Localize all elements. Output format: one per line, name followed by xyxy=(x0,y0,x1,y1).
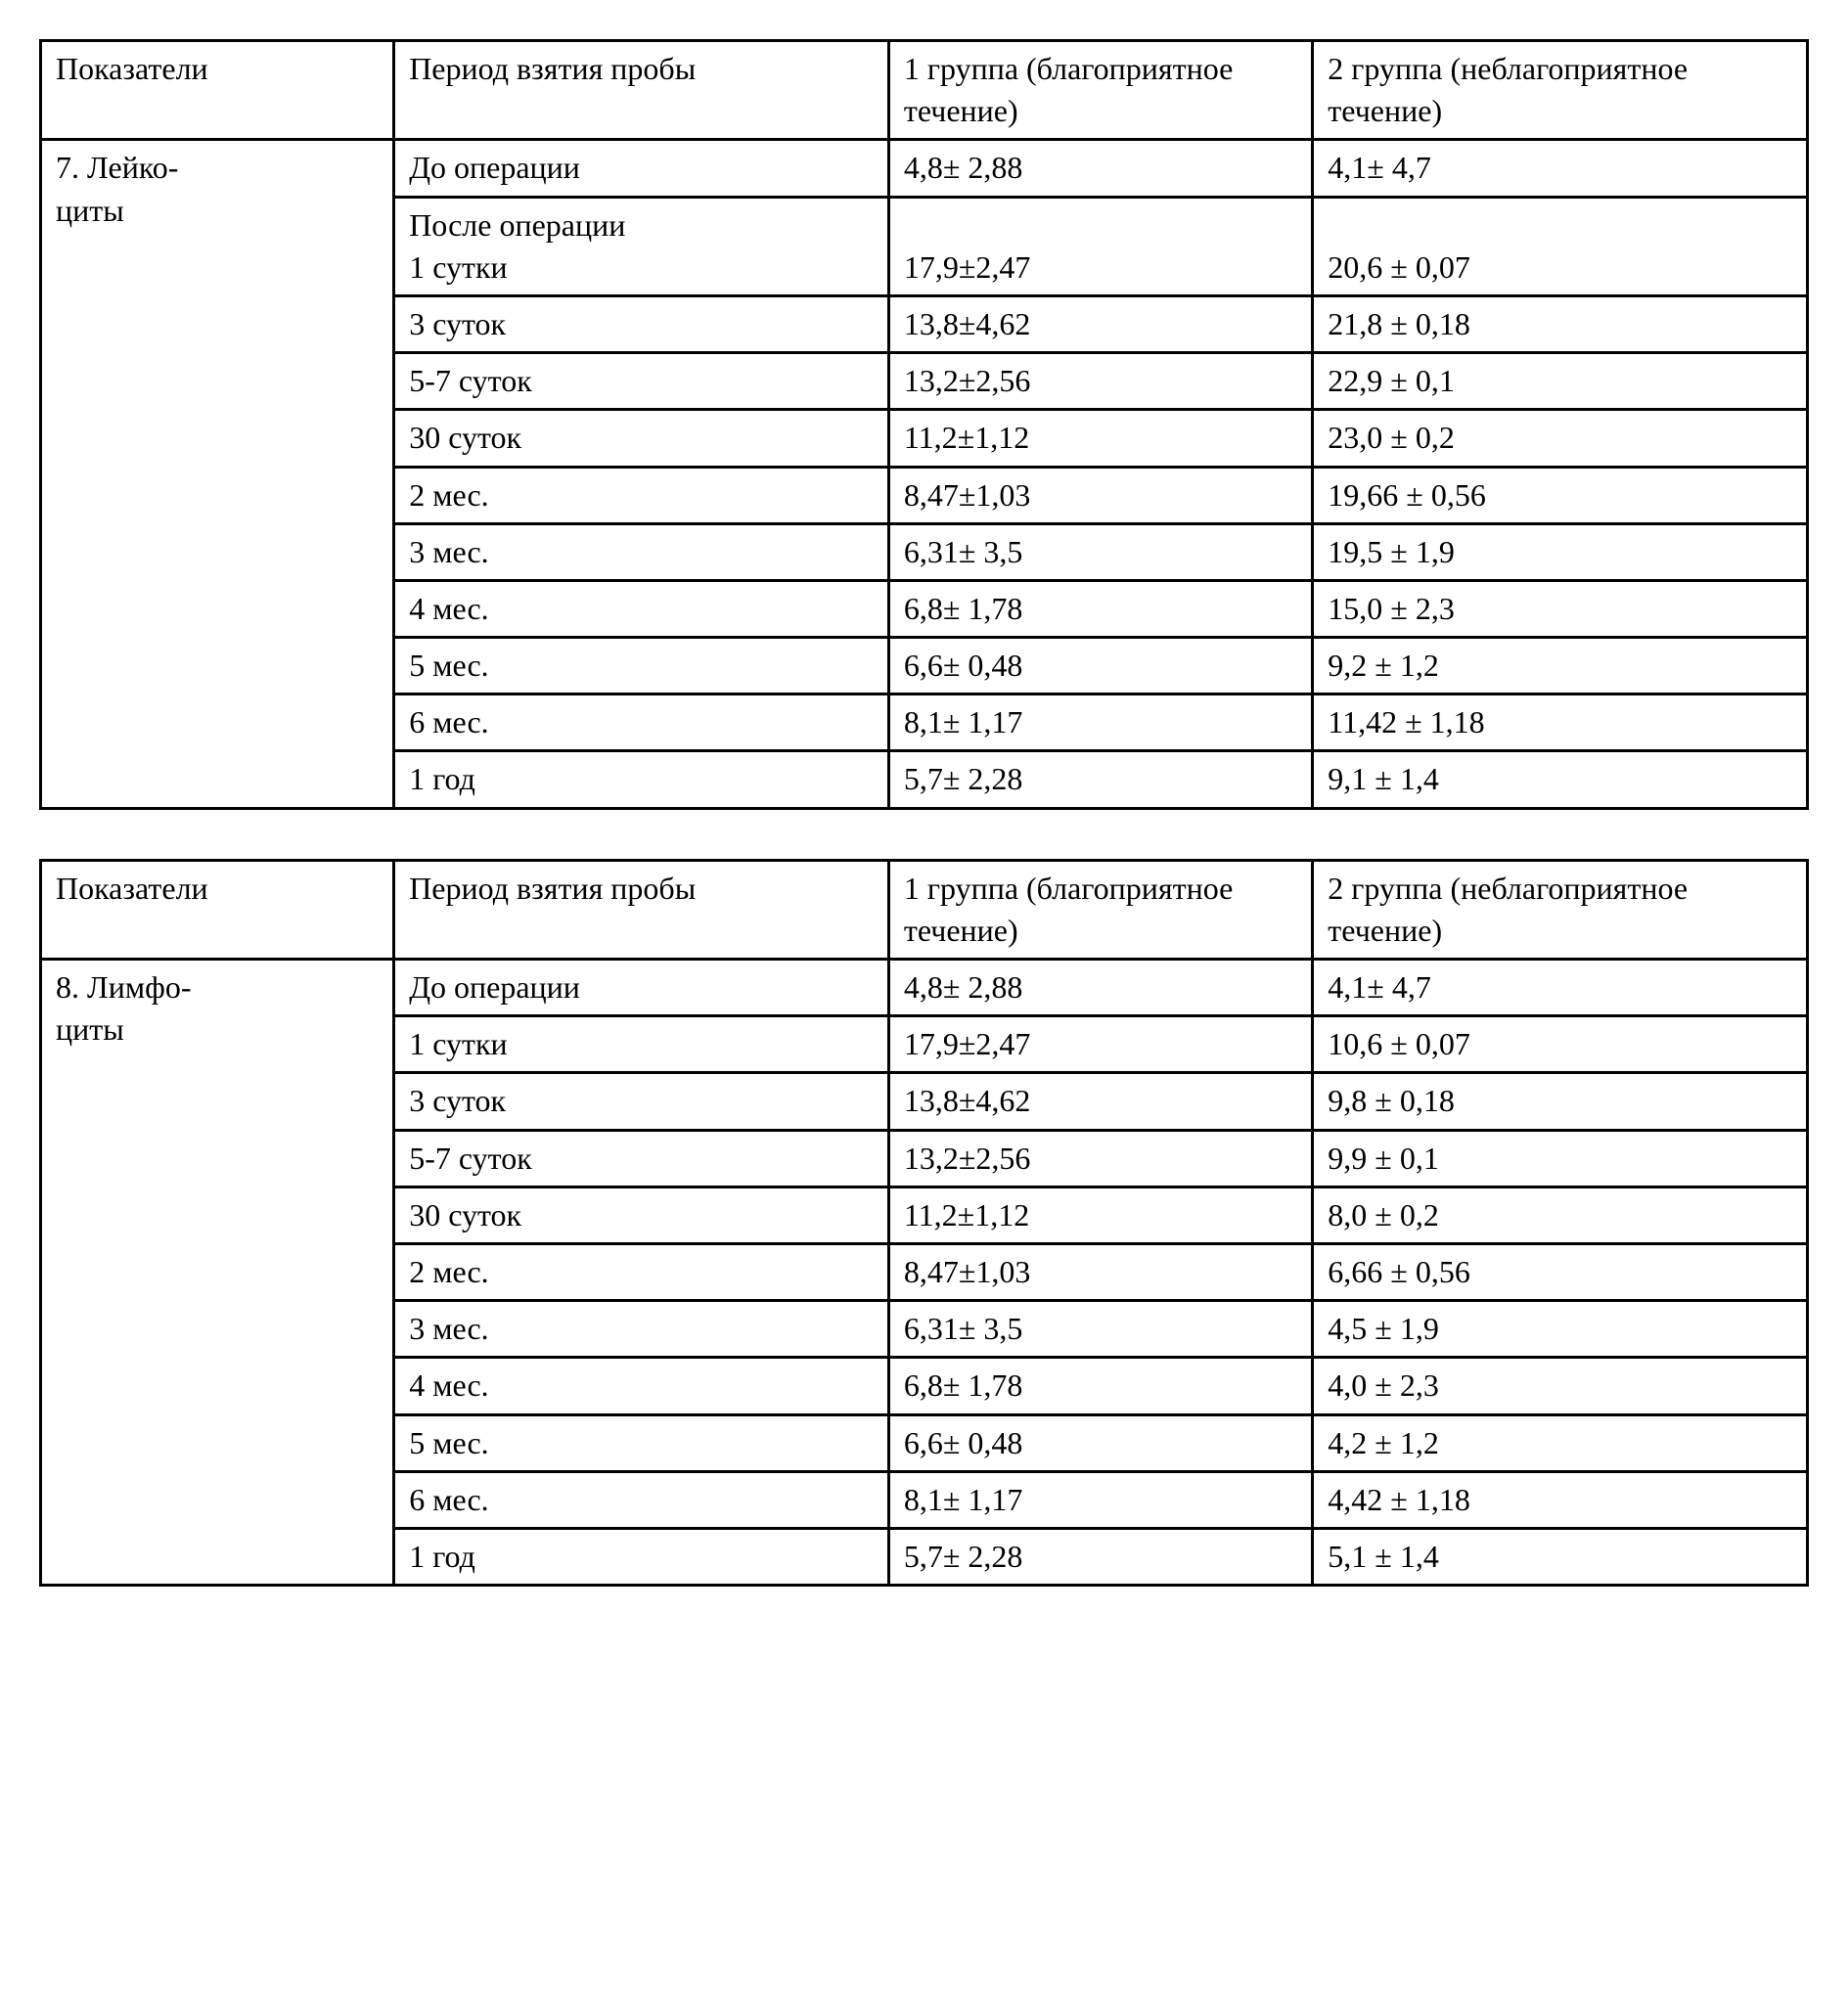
group1-value-cell: 8,1± 1,17 xyxy=(888,1471,1312,1528)
group2-value-cell: 4,0 ± 2,3 xyxy=(1313,1358,1808,1414)
data-table-leukocytes: Показатели Период взятия пробы 1 группа … xyxy=(39,39,1809,810)
period-cell: 3 суток xyxy=(394,1073,889,1130)
period-cell: 5 мес. xyxy=(394,638,889,694)
group1-value-cell: 17,9±2,47 xyxy=(888,197,1312,295)
period-cell: 3 мес. xyxy=(394,1301,889,1358)
table-row: 8. Лимфо-цитыДо операции4,8± 2,884,1± 4,… xyxy=(41,960,1808,1016)
group2-value-cell: 10,6 ± 0,07 xyxy=(1313,1016,1808,1073)
indicator-text-line1: 8. Лимфо- xyxy=(56,969,191,1005)
table-row: 7. Лейко-цитыДо операции4,8± 2,884,1± 4,… xyxy=(41,140,1808,197)
group1-value-cell: 6,31± 3,5 xyxy=(888,1301,1312,1358)
group2-value-cell: 4,2 ± 1,2 xyxy=(1313,1414,1808,1471)
period-text-line: После операции xyxy=(409,207,625,243)
group1-value-cell: 6,8± 1,78 xyxy=(888,580,1312,637)
group2-value-cell: 4,5 ± 1,9 xyxy=(1313,1301,1808,1358)
period-cell: 5-7 суток xyxy=(394,1130,889,1187)
group1-value-cell: 13,8±4,62 xyxy=(888,1073,1312,1130)
header-period: Период взятия пробы xyxy=(394,860,889,959)
period-cell: После операции 1 сутки xyxy=(394,197,889,295)
header-indicator: Показатели xyxy=(41,860,394,959)
indicator-cell: 8. Лимфо-циты xyxy=(41,960,394,1586)
group2-value-cell: 9,2 ± 1,2 xyxy=(1313,638,1808,694)
period-cell: 30 суток xyxy=(394,410,889,467)
group2-value-cell: 8,0 ± 0,2 xyxy=(1313,1187,1808,1243)
group2-value-cell: 20,6 ± 0,07 xyxy=(1313,197,1808,295)
period-cell: 1 год xyxy=(394,751,889,808)
group1-value-cell: 6,6± 0,48 xyxy=(888,1414,1312,1471)
group1-value-cell: 8,1± 1,17 xyxy=(888,694,1312,751)
group2-value-cell: 4,1± 4,7 xyxy=(1313,140,1808,197)
period-cell: 1 сутки xyxy=(394,1016,889,1073)
group1-value-cell: 8,47±1,03 xyxy=(888,467,1312,523)
period-cell: 2 мес. xyxy=(394,467,889,523)
group1-value-cell: 6,6± 0,48 xyxy=(888,638,1312,694)
group2-value-cell: 4,1± 4,7 xyxy=(1313,960,1808,1016)
data-table-lymphocytes: Показатели Период взятия пробы 1 группа … xyxy=(39,859,1809,1587)
indicator-text-line2: циты xyxy=(56,193,124,228)
group2-value-cell: 11,42 ± 1,18 xyxy=(1313,694,1808,751)
period-cell: До операции xyxy=(394,140,889,197)
period-cell: 6 мес. xyxy=(394,694,889,751)
group1-value-cell: 13,2±2,56 xyxy=(888,1130,1312,1187)
indicator-text-line2: циты xyxy=(56,1011,124,1047)
group1-value-cell: 13,2±2,56 xyxy=(888,353,1312,410)
period-cell: 30 суток xyxy=(394,1187,889,1243)
group1-value-cell: 6,31± 3,5 xyxy=(888,523,1312,580)
group2-value-cell: 6,66 ± 0,56 xyxy=(1313,1243,1808,1300)
group1-value-cell: 11,2±1,12 xyxy=(888,1187,1312,1243)
header-row: Показатели Период взятия пробы 1 группа … xyxy=(41,860,1808,959)
header-group1: 1 группа (благоприятное течение) xyxy=(888,41,1312,140)
group1-value-cell: 13,8±4,62 xyxy=(888,295,1312,352)
group1-value-cell: 8,47±1,03 xyxy=(888,1243,1312,1300)
period-cell: 4 мес. xyxy=(394,1358,889,1414)
group2-value-cell: 19,5 ± 1,9 xyxy=(1313,523,1808,580)
group2-value-cell: 5,1 ± 1,4 xyxy=(1313,1528,1808,1585)
group2-value-cell: 21,8 ± 0,18 xyxy=(1313,295,1808,352)
group1-value-cell: 4,8± 2,88 xyxy=(888,140,1312,197)
group2-value-cell: 15,0 ± 2,3 xyxy=(1313,580,1808,637)
group1-value-cell: 5,7± 2,28 xyxy=(888,751,1312,808)
group2-value-cell: 23,0 ± 0,2 xyxy=(1313,410,1808,467)
group2-value-cell: 19,66 ± 0,56 xyxy=(1313,467,1808,523)
period-cell: До операции xyxy=(394,960,889,1016)
period-cell: 4 мес. xyxy=(394,580,889,637)
group2-value-cell: 4,42 ± 1,18 xyxy=(1313,1471,1808,1528)
header-group2: 2 группа (неблагоприятное течение) xyxy=(1313,860,1808,959)
period-cell: 5-7 суток xyxy=(394,353,889,410)
header-row: Показатели Период взятия пробы 1 группа … xyxy=(41,41,1808,140)
header-period: Период взятия пробы xyxy=(394,41,889,140)
group2-value-cell: 9,8 ± 0,18 xyxy=(1313,1073,1808,1130)
period-cell: 1 год xyxy=(394,1528,889,1585)
group2-value-cell: 22,9 ± 0,1 xyxy=(1313,353,1808,410)
period-cell: 5 мес. xyxy=(394,1414,889,1471)
group1-value-cell: 5,7± 2,28 xyxy=(888,1528,1312,1585)
group1-value-cell: 17,9±2,47 xyxy=(888,1016,1312,1073)
group1-value-cell: 4,8± 2,88 xyxy=(888,960,1312,1016)
group2-value-cell: 9,9 ± 0,1 xyxy=(1313,1130,1808,1187)
group2-value-cell: 9,1 ± 1,4 xyxy=(1313,751,1808,808)
group1-value-cell: 11,2±1,12 xyxy=(888,410,1312,467)
header-group2: 2 группа (неблагоприятное течение) xyxy=(1313,41,1808,140)
period-cell: 3 мес. xyxy=(394,523,889,580)
period-cell: 6 мес. xyxy=(394,1471,889,1528)
group1-value-cell: 6,8± 1,78 xyxy=(888,1358,1312,1414)
header-group1: 1 группа (благоприятное течение) xyxy=(888,860,1312,959)
header-indicator: Показатели xyxy=(41,41,394,140)
period-cell: 2 мес. xyxy=(394,1243,889,1300)
period-cell: 3 суток xyxy=(394,295,889,352)
indicator-cell: 7. Лейко-циты xyxy=(41,140,394,808)
indicator-text-line1: 7. Лейко- xyxy=(56,150,178,185)
period-text-line: 1 сутки xyxy=(409,249,507,285)
